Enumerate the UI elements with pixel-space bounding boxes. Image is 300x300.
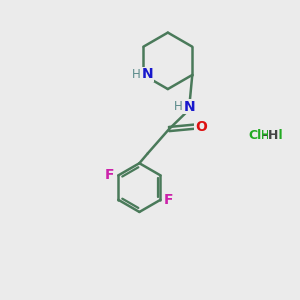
Text: O: O	[195, 120, 207, 134]
Text: H: H	[268, 129, 278, 142]
Text: H: H	[132, 68, 140, 81]
Text: Cl: Cl	[248, 129, 261, 142]
Text: N: N	[141, 68, 153, 81]
Text: HCl: HCl	[260, 129, 284, 142]
Text: ·: ·	[245, 126, 251, 145]
Text: F: F	[105, 168, 115, 182]
Text: N: N	[184, 100, 196, 114]
Text: H: H	[174, 100, 182, 113]
Text: F: F	[164, 194, 174, 207]
